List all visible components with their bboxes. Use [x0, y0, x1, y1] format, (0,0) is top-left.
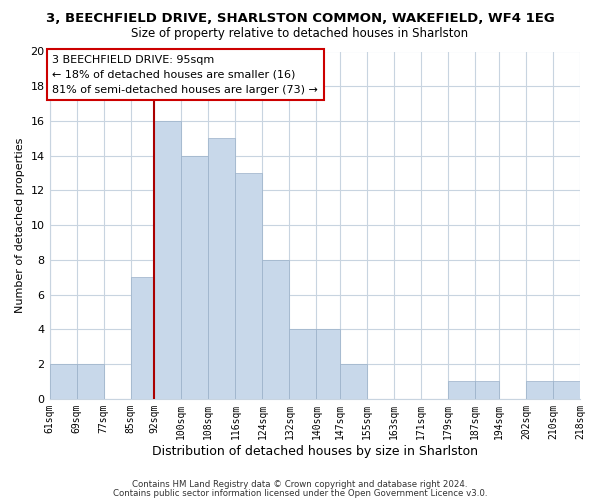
Bar: [448, 382, 475, 399]
Bar: [154, 121, 181, 399]
Text: 3 BEECHFIELD DRIVE: 95sqm
← 18% of detached houses are smaller (16)
81% of semi-: 3 BEECHFIELD DRIVE: 95sqm ← 18% of detac…: [52, 55, 318, 94]
Bar: [475, 382, 499, 399]
Text: Size of property relative to detached houses in Sharlston: Size of property relative to detached ho…: [131, 28, 469, 40]
Bar: [526, 382, 553, 399]
Bar: [77, 364, 104, 399]
Bar: [289, 330, 316, 399]
Bar: [340, 364, 367, 399]
Bar: [181, 156, 208, 399]
Bar: [316, 330, 340, 399]
Bar: [262, 260, 289, 399]
Y-axis label: Number of detached properties: Number of detached properties: [15, 138, 25, 313]
Text: Contains HM Land Registry data © Crown copyright and database right 2024.: Contains HM Land Registry data © Crown c…: [132, 480, 468, 489]
Bar: [208, 138, 235, 399]
Bar: [235, 173, 262, 399]
Text: 3, BEECHFIELD DRIVE, SHARLSTON COMMON, WAKEFIELD, WF4 1EG: 3, BEECHFIELD DRIVE, SHARLSTON COMMON, W…: [46, 12, 554, 26]
Bar: [131, 278, 154, 399]
Bar: [50, 364, 77, 399]
X-axis label: Distribution of detached houses by size in Sharlston: Distribution of detached houses by size …: [152, 444, 478, 458]
Text: Contains public sector information licensed under the Open Government Licence v3: Contains public sector information licen…: [113, 488, 487, 498]
Bar: [553, 382, 580, 399]
